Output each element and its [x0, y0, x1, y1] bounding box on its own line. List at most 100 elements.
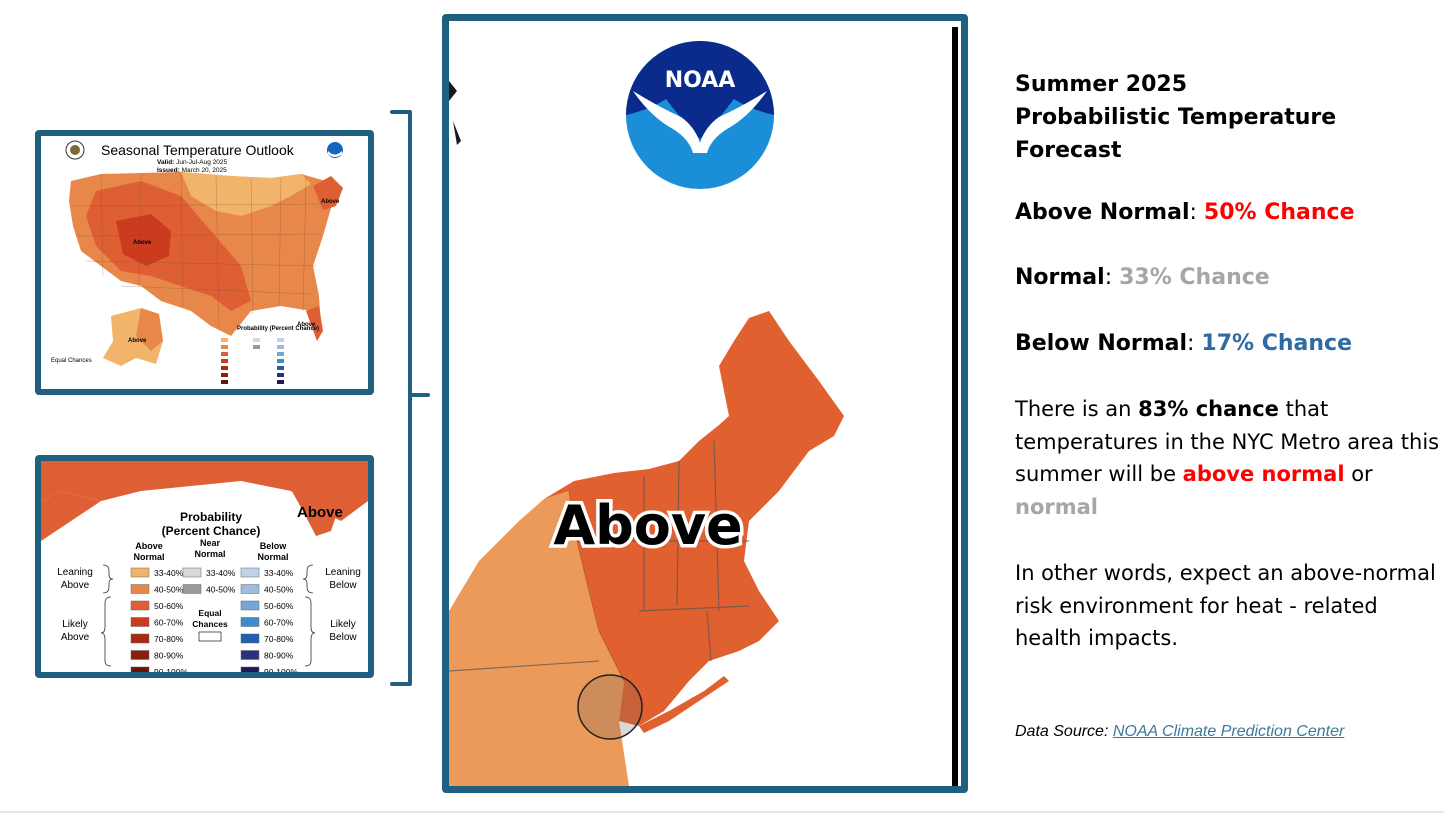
national-map-graphic: Above Above Above Above Equal Chances Pr…	[51, 140, 343, 384]
summary-normal: normal	[1015, 494, 1098, 519]
legend-bin-label-near-1: 40-50%	[206, 585, 236, 595]
northeast-zoom-map: NOAA Above	[442, 14, 968, 793]
legend-bin-label-below-2: 50-60%	[264, 601, 294, 611]
summary-83-chance: 83% chance	[1138, 397, 1279, 421]
legend-bin-label-above-5: 80-90%	[154, 651, 184, 661]
legend-graphic: Above Probability (Percent Chance) Above…	[41, 461, 368, 672]
legend-swatch-below-1	[240, 584, 260, 594]
legend-swatch-above-1	[130, 584, 150, 594]
mini-legend-title: Probability (Percent Chance)	[237, 326, 319, 332]
leaning-below-line1: Leaning	[325, 567, 361, 578]
header-near-line2: Normal	[194, 549, 225, 559]
florida-above-region	[306, 306, 323, 341]
legend-bin-label-below-0: 33-40%	[264, 568, 294, 578]
summary-above-normal: above normal	[1182, 462, 1345, 486]
legend-bin-label-above-6: 90-100%	[154, 667, 188, 672]
legend-swatch-below-4	[240, 633, 260, 644]
noaa-logo-text: NOAA	[665, 68, 736, 93]
legend-swatch-above-6	[130, 666, 150, 672]
issued-value: March 20, 2025	[181, 167, 227, 174]
alaska-above-label: Above	[128, 338, 147, 344]
legend-swatch-below-5	[240, 650, 260, 660]
issued-label: Issued:	[157, 167, 180, 174]
leaning-below-brace	[302, 564, 314, 594]
leaning-above-brace	[102, 564, 114, 594]
summary-text-3: or	[1344, 462, 1373, 486]
legend-map-above-label: Above	[297, 504, 343, 521]
normal-value: 33% Chance	[1119, 265, 1270, 290]
northeast-above-label: Above	[321, 199, 340, 205]
above-normal-value: 50% Chance	[1203, 200, 1355, 225]
legend-bin-label-above-0: 33-40%	[154, 568, 184, 578]
risk-paragraph: In other words, expect an above-normal r…	[1015, 561, 1436, 650]
valid-value: Jun-Jul-Aug 2025	[176, 159, 228, 166]
leaning-above-line1: Leaning	[57, 567, 93, 578]
legend-bin-label-below-5: 80-90%	[264, 651, 294, 661]
likely-below-line1: Likely	[330, 619, 356, 630]
likely-below-line2: Below	[329, 632, 357, 643]
legend-swatch-rows: 33-40% 40-50% 50-60% 60-70% 70-80% 80-90% 90-1…	[130, 567, 298, 672]
header-above-line1: Above	[135, 541, 163, 551]
above-normal-stat: Above Normal: 50% Chance	[1015, 198, 1440, 228]
heading-line-3: Forecast	[1015, 138, 1122, 163]
inset-probability-legend: Above Probability (Percent Chance) Above…	[35, 455, 374, 678]
legend-title-line1: Probability	[180, 510, 242, 524]
normal-sep: :	[1104, 265, 1120, 290]
noaa-cpc-link[interactable]: NOAA Climate Prediction Center	[1112, 723, 1345, 740]
west-above-label: Above	[133, 240, 152, 246]
west-core-above-region	[116, 214, 171, 266]
likely-above-brace	[100, 596, 112, 667]
likely-above-line1: Likely	[62, 619, 88, 630]
likely-below-brace	[304, 596, 316, 667]
inset-map-title: Seasonal Temperature Outlook	[101, 142, 294, 158]
legend-bin-label-above-3: 60-70%	[154, 618, 184, 628]
header-below-line2: Normal	[257, 552, 288, 562]
dark-orange-region	[544, 311, 844, 726]
equal-chances-label: Equal Chances	[51, 358, 92, 364]
likely-above-line2: Above	[61, 632, 90, 643]
main-map-above-label: Above	[553, 494, 742, 557]
legend-swatch-below-3	[240, 617, 260, 627]
header-above-line2: Normal	[133, 552, 164, 562]
heading-line-1: Summer 2025	[1015, 72, 1188, 97]
northeast-above-region	[313, 176, 343, 210]
legend-bin-label-above-2: 50-60%	[154, 601, 184, 611]
equal-chances-line1: Equal	[198, 608, 221, 618]
data-source: Data Source: NOAA Climate Prediction Cen…	[1015, 723, 1344, 741]
normal-label: Normal	[1015, 265, 1105, 290]
legend-swatch-above-4	[130, 633, 150, 644]
below-normal-label: Below Normal	[1015, 331, 1188, 356]
legend-bin-label-below-1: 40-50%	[264, 585, 294, 595]
summary-text-1: There is an	[1015, 397, 1139, 421]
legend-bin-label-below-6: 90-100%	[264, 667, 298, 672]
normal-stat: Normal: 33% Chance	[1015, 263, 1440, 293]
legend-bg-florida	[289, 481, 341, 536]
legend-swatch-below-2	[240, 600, 260, 611]
summary-paragraph: There is an 83% chance that temperatures…	[1015, 393, 1440, 523]
legend-bin-label-above-4: 70-80%	[154, 634, 184, 644]
heading-line-2: Probabilistic Temperature	[1015, 105, 1337, 130]
noaa-logo-icon: NOAA	[624, 39, 776, 191]
light-orange-region	[449, 491, 629, 786]
equal-chances-line2: Chances	[192, 619, 228, 629]
legend-bin-label-above-1: 40-50%	[154, 585, 184, 595]
long-island-region	[639, 676, 729, 733]
above-normal-label: Above Normal	[1015, 200, 1190, 225]
leaning-above-line2: Above	[61, 580, 90, 591]
legend-bin-label-below-3: 60-70%	[264, 618, 294, 628]
legend-swatch-above-0	[130, 567, 150, 578]
header-near-line1: Near	[200, 538, 221, 548]
legend-swatch-above-5	[130, 650, 150, 660]
inset-national-outlook-map: Above Above Above Above Equal Chances Pr…	[35, 130, 374, 395]
leaning-below-line2: Below	[329, 580, 357, 591]
legend-swatch-below-6	[240, 666, 260, 672]
doc-seal-center-icon	[70, 145, 80, 155]
data-source-label: Data Source:	[1015, 723, 1113, 740]
below-normal-stat: Below Normal: 17% Chance	[1015, 329, 1440, 359]
legend-bg-map-top	[41, 461, 368, 521]
forecast-text-panel: Summer 2025 Probabilistic Temperature Fo…	[1015, 68, 1440, 655]
summary-text-2: that temperatures in the NYC Metro area …	[1015, 397, 1440, 486]
forecast-heading: Summer 2025 Probabilistic Temperature Fo…	[1015, 68, 1440, 167]
nyc-metro-highlight	[577, 674, 643, 740]
legend-swatch-above-3	[130, 617, 150, 627]
